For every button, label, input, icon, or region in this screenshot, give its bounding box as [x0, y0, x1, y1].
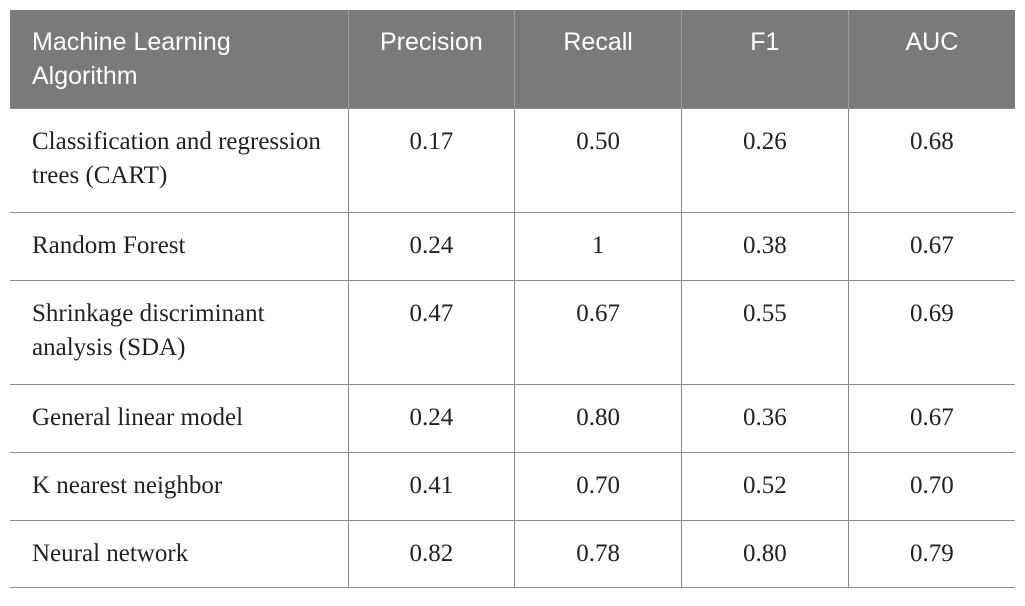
- cell-f1: 0.38: [681, 212, 849, 281]
- cell-auc: 0.67: [847, 212, 1015, 281]
- cell-auc: 0.68: [847, 108, 1015, 213]
- header-auc: AUC: [847, 10, 1015, 109]
- cell-f1: 0.55: [681, 280, 849, 385]
- cell-precision: 0.17: [347, 108, 515, 213]
- cell-auc: 0.70: [847, 452, 1015, 521]
- cell-recall: 0.70: [514, 452, 682, 521]
- cell-recall: 0.50: [514, 108, 682, 213]
- cell-precision: 0.47: [347, 280, 515, 385]
- cell-algorithm: Classification and regression trees (CAR…: [10, 108, 348, 213]
- cell-algorithm: Neural network: [10, 520, 348, 588]
- table-row: Neural network 0.82 0.78 0.80 0.79: [10, 520, 1015, 588]
- header-f1: F1: [681, 10, 849, 109]
- cell-algorithm: Random Forest: [10, 212, 348, 281]
- table-row: Shrinkage discriminant analysis (SDA) 0.…: [10, 280, 1015, 385]
- cell-f1: 0.80: [681, 520, 849, 588]
- cell-recall: 0.80: [514, 384, 682, 453]
- header-recall: Recall: [514, 10, 682, 109]
- cell-recall: 0.67: [514, 280, 682, 385]
- cell-f1: 0.52: [681, 452, 849, 521]
- cell-precision: 0.24: [347, 212, 515, 281]
- metrics-table: Machine Learning Algorithm Precision Rec…: [10, 10, 1015, 588]
- cell-precision: 0.24: [347, 384, 515, 453]
- cell-algorithm: General linear model: [10, 384, 348, 453]
- cell-algorithm: K nearest neighbor: [10, 452, 348, 521]
- table-row: Classification and regression trees (CAR…: [10, 108, 1015, 213]
- cell-recall: 1: [514, 212, 682, 281]
- cell-f1: 0.36: [681, 384, 849, 453]
- table-container: Machine Learning Algorithm Precision Rec…: [10, 10, 1015, 588]
- cell-recall: 0.78: [514, 520, 682, 588]
- table-row: Random Forest 0.24 1 0.38 0.67: [10, 212, 1015, 281]
- cell-auc: 0.79: [847, 520, 1015, 588]
- cell-algorithm: Shrinkage discriminant analysis (SDA): [10, 280, 348, 385]
- header-precision: Precision: [347, 10, 515, 109]
- cell-auc: 0.67: [847, 384, 1015, 453]
- cell-precision: 0.41: [347, 452, 515, 521]
- header-row: Machine Learning Algorithm Precision Rec…: [10, 10, 1015, 109]
- cell-auc: 0.69: [847, 280, 1015, 385]
- cell-f1: 0.26: [681, 108, 849, 213]
- table-row: General linear model 0.24 0.80 0.36 0.67: [10, 384, 1015, 453]
- header-algorithm: Machine Learning Algorithm: [10, 10, 348, 109]
- cell-precision: 0.82: [347, 520, 515, 588]
- table-row: K nearest neighbor 0.41 0.70 0.52 0.70: [10, 452, 1015, 521]
